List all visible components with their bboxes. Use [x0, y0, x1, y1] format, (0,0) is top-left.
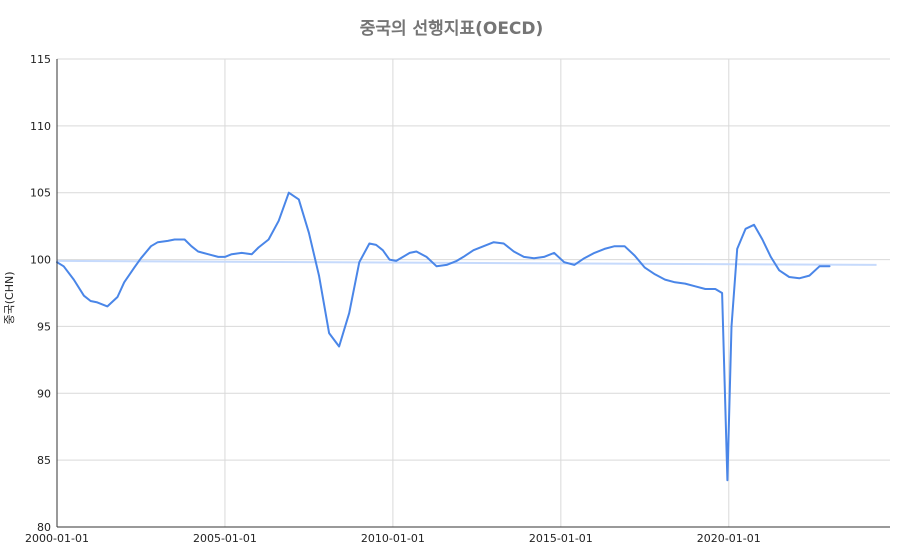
y-axis-label: 중국(CHN) — [3, 271, 16, 324]
y-tick-label: 90 — [37, 387, 51, 400]
y-tick-label: 95 — [37, 320, 51, 333]
grid — [56, 58, 890, 528]
y-tick-label: 100 — [30, 254, 51, 267]
series-line — [56, 191, 831, 482]
axes: 80 85 90 95 100 105 110 115 2000-01-01 2005-01-01… — [25, 53, 890, 545]
series-layer — [56, 191, 831, 482]
y-tick-label: 115 — [30, 53, 51, 66]
x-tick-label: 2010-01-01 — [361, 532, 425, 545]
y-tick-label: 80 — [37, 521, 51, 534]
x-tick-label: 2020-01-01 — [697, 532, 761, 545]
y-tick-label: 85 — [37, 454, 51, 467]
x-tick-label: 2015-01-01 — [529, 532, 593, 545]
x-tick-label: 2005-01-01 — [193, 532, 257, 545]
trend-line — [56, 259, 877, 266]
chart-title: 중국의 선행지표(OECD) — [359, 19, 544, 39]
y-tick-label: 105 — [30, 187, 51, 200]
reference-lines — [56, 259, 877, 266]
y-tick-label: 110 — [30, 120, 51, 133]
x-tick-label: 2000-01-01 — [25, 532, 89, 545]
